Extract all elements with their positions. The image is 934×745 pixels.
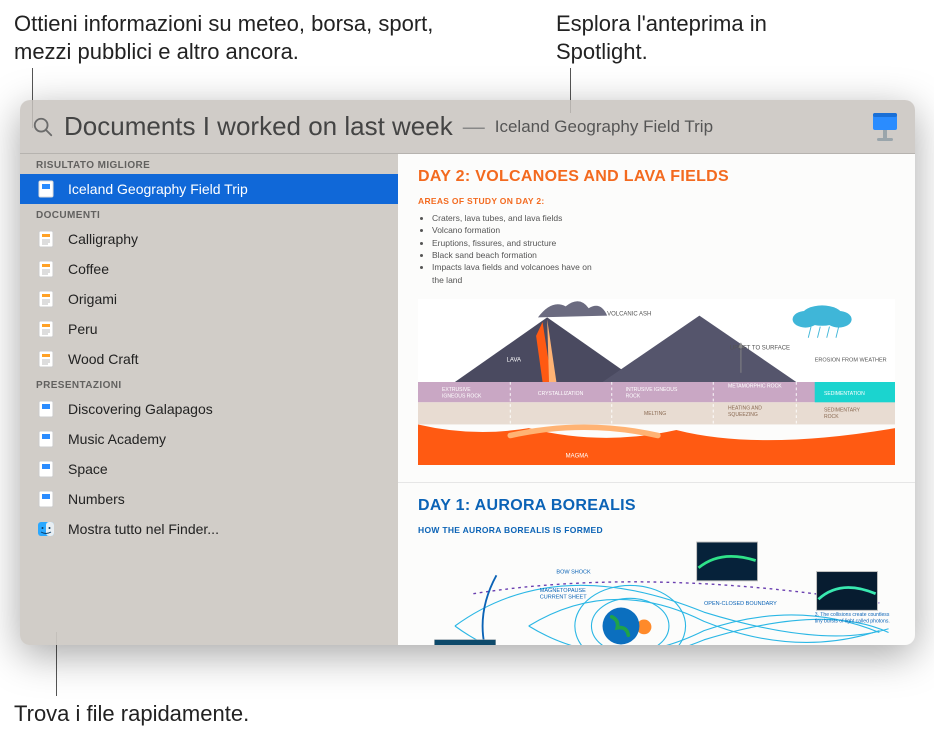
result-document[interactable]: Wood Craft <box>20 344 398 374</box>
result-label: Numbers <box>68 491 125 507</box>
svg-text:SEDIMENTATION: SEDIMENTATION <box>824 391 865 397</box>
result-label: Wood Craft <box>68 351 139 367</box>
result-label: Music Academy <box>68 431 166 447</box>
result-label: Peru <box>68 321 98 337</box>
svg-text:UPLIFT TO SURFACE: UPLIFT TO SURFACE <box>730 346 790 352</box>
slide1-title: DAY 2: VOLCANOES AND LAVA FIELDS <box>418 168 895 186</box>
keynote-icon <box>36 179 56 199</box>
preview-slide-2: DAY 1: AURORA BOREALIS HOW THE AURORA BO… <box>398 482 915 645</box>
result-label: Iceland Geography Field Trip <box>68 181 248 197</box>
result-document[interactable]: Origami <box>20 284 398 314</box>
preview-title: Iceland Geography Field Trip <box>495 117 867 137</box>
search-query: Documents I worked on last week <box>64 111 453 142</box>
pages-icon <box>36 319 56 339</box>
slide2-subhead: HOW THE AURORA BOREALIS IS FORMED <box>418 525 895 535</box>
svg-text:EROSION FROM WEATHER: EROSION FROM WEATHER <box>815 358 887 364</box>
section-presentations: PRESENTAZIONI <box>20 374 398 394</box>
result-presentation[interactable]: Space <box>20 454 398 484</box>
result-presentation[interactable]: Numbers <box>20 484 398 514</box>
svg-text:HEATING ANDSQUEEZING: HEATING ANDSQUEEZING <box>728 406 762 418</box>
pages-icon <box>36 349 56 369</box>
keynote-app-icon <box>867 109 903 145</box>
spotlight-content: RISULTATO MIGLIORE Iceland Geography Fie… <box>20 154 915 645</box>
slide1-bullet: Volcano formation <box>432 224 598 236</box>
slide1-subhead: AREAS OF STUDY ON DAY 2: <box>418 196 895 206</box>
svg-text:MAGNETOPAUSECURRENT SHEET: MAGNETOPAUSECURRENT SHEET <box>540 588 587 600</box>
search-bar[interactable]: Documents I worked on last week — Icelan… <box>20 100 915 154</box>
pages-icon <box>36 229 56 249</box>
result-presentation[interactable]: Discovering Galapagos <box>20 394 398 424</box>
callout-bottom-left: Trova i file rapidamente. <box>14 700 249 728</box>
slide1-bullet: Black sand beach formation <box>432 249 598 261</box>
svg-text:CRYSTALLIZATION: CRYSTALLIZATION <box>538 391 584 397</box>
result-label: Calligraphy <box>68 231 138 247</box>
section-top-hit: RISULTATO MIGLIORE <box>20 154 398 174</box>
result-document[interactable]: Coffee <box>20 254 398 284</box>
keynote-icon <box>36 429 56 449</box>
svg-text:LAVA: LAVA <box>507 358 521 364</box>
result-label: Mostra tutto nel Finder... <box>68 521 219 537</box>
svg-text:BOW SHOCK: BOW SHOCK <box>556 569 591 575</box>
callout-top-right: Esplora l'anteprima in Spotlight. <box>556 10 816 65</box>
slide2-title: DAY 1: AURORA BOREALIS <box>418 497 895 515</box>
result-top-hit[interactable]: Iceland Geography Field Trip <box>20 174 398 204</box>
pages-icon <box>36 259 56 279</box>
keynote-icon <box>36 399 56 419</box>
result-presentation[interactable]: Music Academy <box>20 424 398 454</box>
spotlight-window: Documents I worked on last week — Icelan… <box>20 100 915 645</box>
aurora-diagram: BOW SHOCK MAGNETOPAUSECURRENT SHEET OPEN… <box>418 541 895 645</box>
result-label: Discovering Galapagos <box>68 401 213 417</box>
keynote-icon <box>36 459 56 479</box>
section-documents: DOCUMENTI <box>20 204 398 224</box>
result-label: Origami <box>68 291 117 307</box>
search-separator: — <box>463 114 485 140</box>
svg-text:MAGMA: MAGMA <box>566 454 589 460</box>
result-document[interactable]: Calligraphy <box>20 224 398 254</box>
pages-icon <box>36 289 56 309</box>
result-document[interactable]: Peru <box>20 314 398 344</box>
slide1-bullet: Eruptions, fissures, and structure <box>432 237 598 249</box>
svg-text:VOLCANIC ASH: VOLCANIC ASH <box>607 311 651 317</box>
result-label: Coffee <box>68 261 109 277</box>
slide1-bullets: Craters, lava tubes, and lava fieldsVolc… <box>418 212 598 286</box>
slide1-bullet: Craters, lava tubes, and lava fields <box>432 212 598 224</box>
result-label: Space <box>68 461 108 477</box>
preview-slide-1: DAY 2: VOLCANOES AND LAVA FIELDS AREAS O… <box>398 154 915 482</box>
slide1-bullet: Impacts lava fields and volcanoes have o… <box>432 261 598 286</box>
results-sidebar: RISULTATO MIGLIORE Iceland Geography Fie… <box>20 154 398 645</box>
volcano-diagram: VOLCANIC ASH LAVA UPLIFT TO SURFACE EROS… <box>418 292 895 472</box>
svg-text:OPEN-CLOSED BOUNDARY: OPEN-CLOSED BOUNDARY <box>704 601 777 607</box>
callout-top-left: Ottieni informazioni su meteo, borsa, sp… <box>14 10 454 65</box>
keynote-icon <box>36 489 56 509</box>
finder-icon <box>36 519 56 539</box>
search-icon <box>32 116 54 138</box>
result-show-in-finder[interactable]: Mostra tutto nel Finder... <box>20 514 398 544</box>
preview-pane: DAY 2: VOLCANOES AND LAVA FIELDS AREAS O… <box>398 154 915 645</box>
svg-text:METAMORPHIC ROCK: METAMORPHIC ROCK <box>728 383 782 389</box>
svg-text:MELTING: MELTING <box>644 411 666 417</box>
